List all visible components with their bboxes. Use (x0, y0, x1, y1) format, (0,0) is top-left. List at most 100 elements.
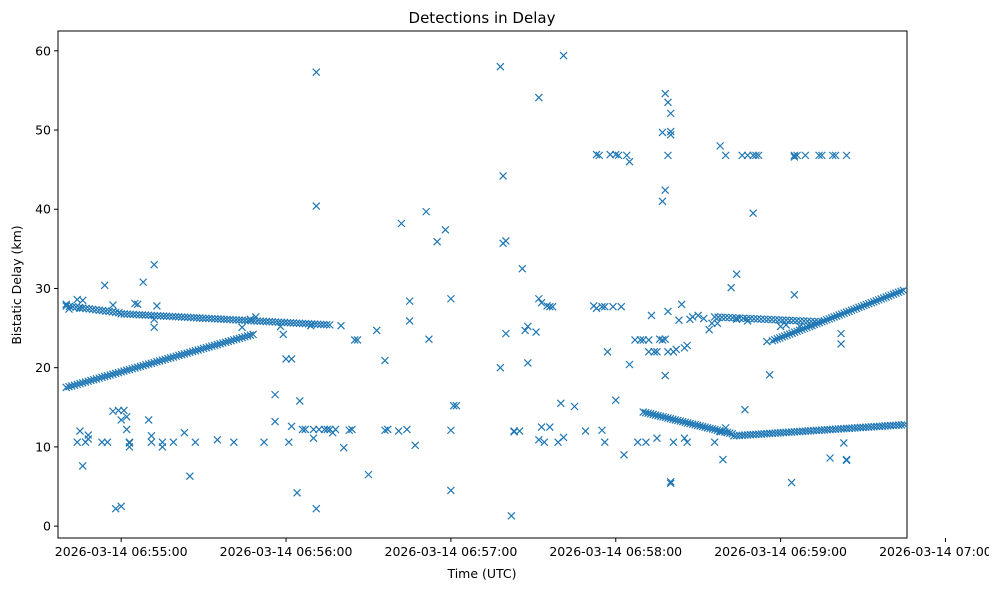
data-point-marker (776, 322, 785, 331)
data-point-marker (312, 202, 321, 210)
data-point-marker (120, 367, 128, 376)
data-point-marker (169, 438, 178, 447)
data-point-marker (441, 225, 450, 234)
data-point-marker (711, 425, 719, 434)
data-point-marker (884, 292, 893, 300)
data-point-marker (800, 317, 808, 325)
data-point-marker (309, 434, 318, 443)
data-point-marker (207, 342, 216, 351)
data-point-marker (545, 423, 554, 432)
data-point-marker (73, 380, 82, 389)
data-point-marker (743, 317, 752, 325)
data-point-marker (842, 455, 851, 464)
data-point-marker (842, 308, 851, 317)
data-point-marker (240, 332, 249, 341)
data-point-marker (449, 401, 458, 410)
data-point-marker (559, 433, 568, 442)
data-point-marker (683, 341, 692, 350)
data-point-marker (717, 313, 726, 322)
data-point-marker (661, 335, 670, 344)
data-point-marker (411, 441, 420, 450)
data-point-marker (238, 323, 247, 332)
data-point-marker (117, 502, 126, 511)
data-point-marker (661, 413, 670, 422)
y-tick-label: 10 (35, 439, 51, 454)
data-point-marker (348, 425, 356, 434)
data-point-marker (658, 128, 667, 137)
data-point-marker (452, 401, 461, 410)
data-point-marker (651, 411, 660, 419)
data-point-marker (108, 307, 117, 316)
data-point-marker (279, 330, 288, 339)
data-point-marker (710, 438, 719, 447)
data-point-marker (534, 435, 543, 444)
data-point-marker (78, 304, 87, 312)
data-point-marker (666, 130, 675, 139)
x-tick-label: 2026-03-14 06:58:00 (549, 544, 682, 559)
data-point-marker (773, 334, 782, 343)
data-point-marker (62, 383, 71, 392)
data-point-marker (405, 297, 414, 306)
data-point-marker (106, 371, 115, 379)
x-axis: 2026-03-14 06:55:00 2026-03-14 06:56:00 20… (55, 538, 989, 559)
data-point-marker (166, 353, 175, 362)
data-point-marker (661, 186, 670, 195)
data-point-marker (103, 438, 112, 447)
data-point-marker (286, 318, 295, 327)
data-point-marker (144, 416, 153, 424)
data-point-marker (381, 356, 389, 365)
data-point-marker (696, 422, 705, 430)
data-point-marker (76, 304, 84, 313)
data-point-marker (235, 334, 244, 343)
data-point-marker (109, 301, 117, 310)
data-point-marker (218, 339, 227, 347)
data-point-marker (251, 313, 260, 321)
data-point-marker (803, 323, 811, 332)
data-point-marker (199, 344, 208, 353)
data-point-marker (135, 310, 144, 319)
data-point-marker (732, 270, 741, 279)
data-point-marker (265, 317, 274, 326)
data-point-marker (147, 438, 156, 447)
data-point-marker (654, 411, 662, 420)
data-point-marker (534, 93, 543, 102)
data-point-marker (688, 313, 697, 321)
data-point-marker (446, 294, 455, 303)
data-point-marker (144, 311, 153, 320)
data-point-marker (862, 300, 871, 309)
data-point-marker (837, 339, 845, 348)
data-point-marker (217, 315, 225, 324)
data-point-marker (101, 307, 110, 315)
data-point-marker (133, 300, 142, 309)
data-point-marker (785, 316, 794, 325)
data-point-marker (68, 302, 77, 311)
data-point-marker (778, 316, 787, 324)
data-point-marker (298, 425, 307, 434)
data-point-marker (114, 368, 123, 377)
data-point-marker (656, 412, 665, 421)
data-point-marker (271, 390, 279, 399)
data-point-marker (446, 486, 455, 495)
data-point-marker (350, 336, 359, 344)
data-point-marker (676, 417, 685, 426)
data-point-marker (353, 336, 362, 344)
data-point-marker (122, 425, 131, 434)
data-point-marker (205, 342, 214, 351)
data-point-marker (713, 319, 722, 328)
data-point-marker (817, 317, 826, 326)
data-point-marker (301, 319, 310, 328)
data-point-marker (81, 378, 90, 386)
data-point-marker (598, 302, 606, 311)
data-point-marker (548, 302, 557, 311)
data-point-marker (603, 347, 612, 356)
data-point-marker (889, 290, 898, 299)
data-point-marker (831, 151, 840, 160)
x-tick-label: 2026-03-14 06:59:00 (714, 544, 847, 559)
data-point-marker (800, 324, 809, 333)
data-point-marker (131, 364, 139, 372)
data-point-marker (224, 337, 233, 346)
y-tick-label: 0 (43, 519, 51, 534)
data-point-marker (740, 405, 749, 414)
data-point-marker (322, 320, 331, 329)
data-point-marker (644, 336, 653, 344)
